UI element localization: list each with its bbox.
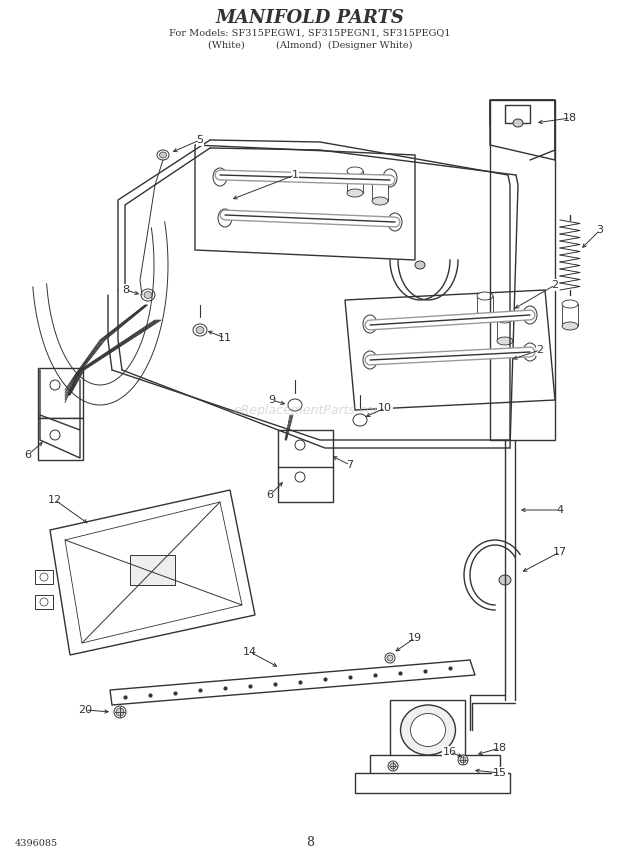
Text: 20: 20 bbox=[78, 705, 92, 715]
Text: 8: 8 bbox=[122, 285, 130, 295]
Ellipse shape bbox=[523, 343, 537, 361]
Ellipse shape bbox=[218, 209, 232, 227]
Ellipse shape bbox=[50, 380, 60, 390]
Text: 19: 19 bbox=[408, 633, 422, 643]
Ellipse shape bbox=[159, 152, 167, 158]
Ellipse shape bbox=[193, 324, 207, 336]
Text: 6: 6 bbox=[25, 450, 32, 460]
Text: 2: 2 bbox=[536, 345, 544, 355]
Ellipse shape bbox=[295, 440, 305, 450]
Text: 4: 4 bbox=[556, 505, 564, 515]
Ellipse shape bbox=[157, 150, 169, 160]
Ellipse shape bbox=[40, 573, 48, 581]
Bar bbox=[390, 700, 465, 760]
Text: 18: 18 bbox=[563, 113, 577, 123]
Bar bbox=[35, 570, 53, 584]
Text: 4396085: 4396085 bbox=[15, 839, 58, 847]
Ellipse shape bbox=[40, 598, 48, 606]
Bar bbox=[38, 368, 83, 418]
Ellipse shape bbox=[477, 292, 493, 300]
Ellipse shape bbox=[372, 175, 388, 183]
Ellipse shape bbox=[372, 197, 388, 205]
Text: 14: 14 bbox=[243, 647, 257, 657]
Ellipse shape bbox=[387, 655, 393, 661]
Text: 10: 10 bbox=[378, 403, 392, 413]
Ellipse shape bbox=[144, 292, 152, 299]
Ellipse shape bbox=[523, 306, 537, 324]
Bar bbox=[372, 179, 388, 201]
Ellipse shape bbox=[477, 314, 493, 322]
Bar bbox=[130, 555, 175, 585]
Bar bbox=[497, 319, 513, 341]
Ellipse shape bbox=[196, 326, 204, 334]
Text: 9: 9 bbox=[268, 395, 275, 405]
Ellipse shape bbox=[116, 708, 124, 716]
Bar bbox=[278, 430, 333, 468]
Bar bbox=[370, 755, 500, 777]
Text: 7: 7 bbox=[347, 460, 353, 470]
Text: 12: 12 bbox=[48, 495, 62, 505]
Ellipse shape bbox=[288, 399, 302, 411]
Ellipse shape bbox=[497, 337, 513, 345]
Bar bbox=[562, 304, 578, 326]
Text: MANIFOLD PARTS: MANIFOLD PARTS bbox=[216, 9, 404, 27]
Text: 17: 17 bbox=[553, 547, 567, 557]
Bar bbox=[505, 105, 530, 123]
Bar bbox=[35, 595, 53, 609]
Ellipse shape bbox=[114, 706, 126, 718]
Ellipse shape bbox=[295, 472, 305, 482]
Text: 18: 18 bbox=[493, 743, 507, 753]
Text: 1: 1 bbox=[291, 170, 298, 180]
Bar bbox=[355, 773, 510, 793]
Text: eReplacementParts.com: eReplacementParts.com bbox=[234, 403, 386, 417]
Ellipse shape bbox=[562, 322, 578, 330]
Ellipse shape bbox=[141, 289, 155, 301]
Ellipse shape bbox=[497, 315, 513, 323]
Ellipse shape bbox=[499, 575, 511, 585]
Text: 16: 16 bbox=[443, 747, 457, 757]
Ellipse shape bbox=[50, 430, 60, 440]
Text: 2: 2 bbox=[551, 280, 559, 290]
Ellipse shape bbox=[460, 757, 466, 763]
Text: 11: 11 bbox=[218, 333, 232, 343]
Ellipse shape bbox=[390, 763, 396, 769]
Ellipse shape bbox=[347, 189, 363, 197]
Bar bbox=[38, 418, 83, 460]
Ellipse shape bbox=[363, 315, 377, 333]
Bar bbox=[347, 171, 363, 193]
Ellipse shape bbox=[347, 167, 363, 175]
Ellipse shape bbox=[385, 653, 395, 663]
Ellipse shape bbox=[353, 414, 367, 426]
Bar bbox=[278, 467, 333, 502]
Text: 15: 15 bbox=[493, 768, 507, 778]
Ellipse shape bbox=[458, 755, 468, 765]
Ellipse shape bbox=[513, 119, 523, 127]
Bar bbox=[477, 296, 493, 318]
Ellipse shape bbox=[383, 169, 397, 187]
Ellipse shape bbox=[410, 714, 446, 746]
Text: For Models: SF315PEGW1, SF315PEGN1, SF315PEGQ1: For Models: SF315PEGW1, SF315PEGN1, SF31… bbox=[169, 28, 451, 38]
Text: 8: 8 bbox=[306, 836, 314, 849]
Ellipse shape bbox=[401, 705, 456, 755]
Ellipse shape bbox=[388, 213, 402, 231]
Text: 6: 6 bbox=[267, 490, 273, 500]
Text: 5: 5 bbox=[197, 135, 203, 145]
Ellipse shape bbox=[213, 168, 227, 186]
Ellipse shape bbox=[388, 761, 398, 771]
Ellipse shape bbox=[562, 300, 578, 308]
Ellipse shape bbox=[415, 261, 425, 269]
Text: 3: 3 bbox=[596, 225, 603, 235]
Text: (White)          (Almond)  (Designer White): (White) (Almond) (Designer White) bbox=[208, 40, 412, 50]
Ellipse shape bbox=[363, 351, 377, 369]
